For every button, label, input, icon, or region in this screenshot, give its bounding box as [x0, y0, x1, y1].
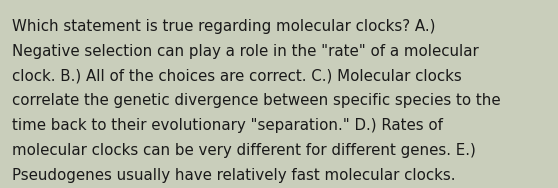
- Text: Negative selection can play a role in the "rate" of a molecular: Negative selection can play a role in th…: [12, 44, 479, 59]
- Text: correlate the genetic divergence between specific species to the: correlate the genetic divergence between…: [12, 93, 501, 108]
- Text: clock. B.) All of the choices are correct. C.) Molecular clocks: clock. B.) All of the choices are correc…: [12, 68, 462, 83]
- Text: Which statement is true regarding molecular clocks? A.): Which statement is true regarding molecu…: [12, 19, 436, 34]
- Text: time back to their evolutionary "separation." D.) Rates of: time back to their evolutionary "separat…: [12, 118, 443, 133]
- Text: molecular clocks can be very different for different genes. E.): molecular clocks can be very different f…: [12, 143, 476, 158]
- Text: Pseudogenes usually have relatively fast molecular clocks.: Pseudogenes usually have relatively fast…: [12, 168, 456, 183]
